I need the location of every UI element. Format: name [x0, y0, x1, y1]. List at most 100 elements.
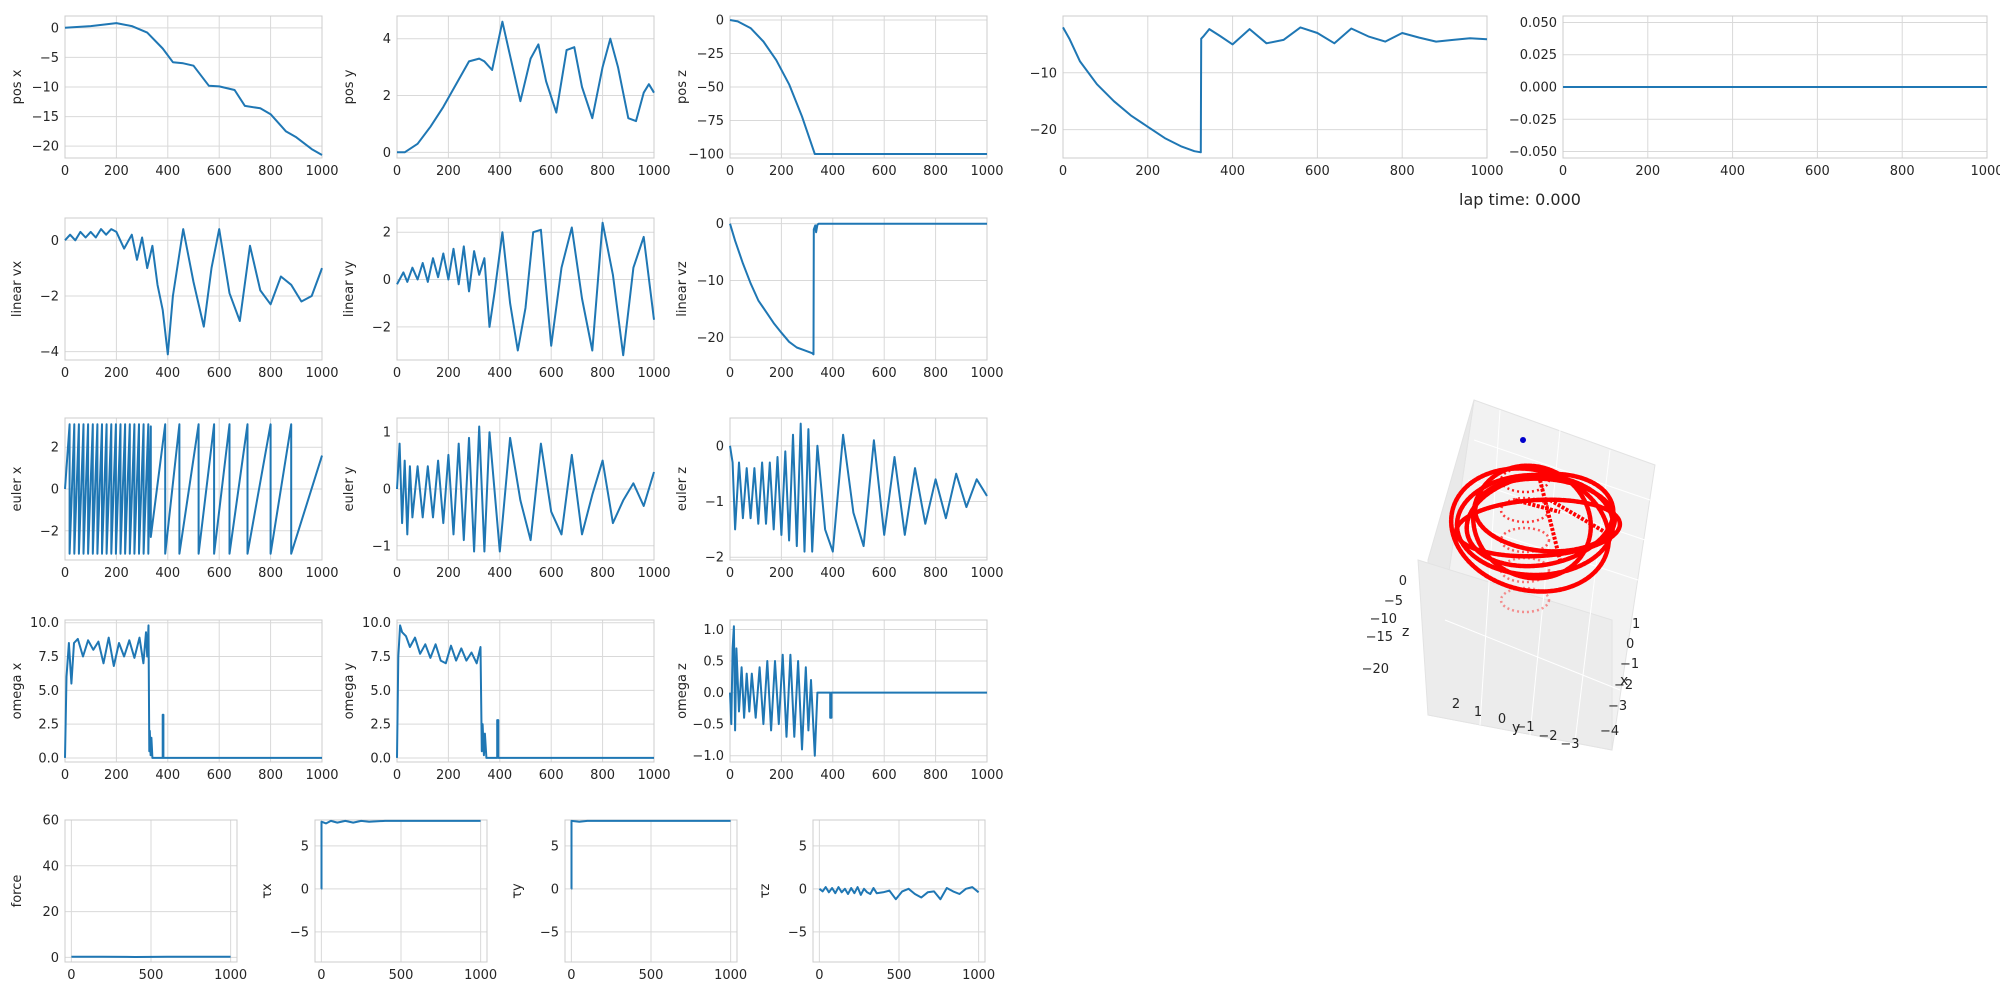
y-tick-label: −2 [40, 289, 59, 304]
x-tick-label: 0 [393, 366, 401, 381]
x-tick-label: 1000 [962, 968, 995, 983]
x-tick-label: 400 [1720, 164, 1745, 179]
series-line [64, 228, 323, 356]
y-axis-label: linear vz [675, 261, 690, 317]
y-tick-label: −3 [1560, 737, 1579, 752]
pane-gridline [1444, 619, 1621, 691]
x-tick-label: 200 [104, 366, 129, 381]
y-tick-label: −100 [688, 147, 724, 162]
y-tick-label: 0 [551, 882, 559, 897]
x-tick-label: 0 [726, 366, 734, 381]
y-tick-label: −0.050 [1509, 145, 1557, 160]
axes-frame [396, 217, 655, 361]
y-tick-label: −20 [697, 331, 724, 346]
x-tick-label: 0 [815, 968, 823, 983]
y-axis-label: τx [260, 883, 275, 899]
y-tick-label: 0.0 [38, 751, 59, 766]
x-tick-label: 1000 [970, 164, 1003, 179]
y-tick-label: 1 [1474, 705, 1482, 720]
x-tick-label: 600 [539, 566, 564, 581]
x-tick-label: 600 [207, 566, 232, 581]
y-tick-label: 0 [1498, 712, 1506, 727]
x-tick-label: 1000 [970, 366, 1003, 381]
pane-gridline [1473, 439, 1651, 501]
y-tick-label: 0.050 [1520, 16, 1557, 31]
y-tick-label: −1 [372, 539, 391, 554]
y-tick-label: 0 [383, 146, 391, 161]
axes-frame [729, 217, 988, 361]
y-axis-label: τz [758, 884, 773, 899]
subplot-tau-x: 0 500 1000 5 0 −5 τx [260, 819, 497, 983]
y-tick-label: 60 [42, 814, 59, 829]
series-line [396, 624, 654, 759]
y-tick-label: 0 [51, 951, 59, 966]
x-tick-label: 200 [436, 566, 461, 581]
x-tick-label: 0 [726, 164, 734, 179]
series-line [396, 425, 655, 553]
subplot-lap: 0 200 400 600 800 1000 0.050 0.025 0.000 −0.025 −0… [1509, 15, 2000, 179]
y-tick-label: 0 [383, 273, 391, 288]
trajectory-dots [1448, 466, 1612, 594]
z-tick-label: −5 [1384, 594, 1403, 609]
x-tick-label: 800 [590, 566, 615, 581]
x-tick-label: 800 [590, 366, 615, 381]
series-line [397, 20, 655, 154]
subplot-euler-z: 0 200 400 600 800 1000 0 −1 −2 euler z [675, 417, 1004, 581]
subplot-linear-vx: 0 200 400 600 800 1000 0 −2 −4 linear vx [10, 217, 339, 381]
x-tick-label: −4 [1600, 724, 1619, 739]
x-tick-label: 400 [820, 768, 845, 783]
y-tick-label: 7.5 [370, 650, 391, 665]
x-tick-label: 400 [820, 164, 845, 179]
x-tick-label: 400 [155, 164, 180, 179]
x-tick-label: 0 [726, 566, 734, 581]
z-tick-label: −15 [1366, 630, 1393, 645]
y-tick-label: −1 [1515, 720, 1534, 735]
x-tick-label: 0 [61, 366, 69, 381]
x-tick-label: −2 [1614, 678, 1633, 693]
x-tick-label: 800 [590, 768, 615, 783]
target-marker [1520, 437, 1526, 443]
x-tick-label: 600 [1305, 164, 1330, 179]
x-tick-label: 200 [769, 366, 794, 381]
y-tick-label: −5 [290, 925, 309, 940]
y-tick-label: 0 [716, 217, 724, 232]
axes-frame [1062, 15, 1488, 159]
axes-frame [729, 417, 988, 561]
y-tick-label: −50 [697, 81, 724, 96]
x-tick-label: 0 [393, 164, 401, 179]
y-tick-label: 5 [799, 839, 807, 854]
trajectory-dots [1499, 526, 1551, 554]
x-tick-label: 1000 [637, 768, 670, 783]
y-tick-label: −5 [540, 925, 559, 940]
y-tick-label: 4 [383, 32, 391, 47]
x-tick-label: 600 [207, 366, 232, 381]
subplot-omega-x: 0 200 400 600 800 1000 0.0 2.5 5.0 7.5 10.0 omega x [10, 616, 339, 783]
x-tick-label: 1000 [305, 566, 338, 581]
y-tick-label: 2 [51, 441, 59, 456]
y-tick-label: 0.000 [1520, 81, 1557, 96]
y-tick-label: 10.0 [30, 616, 59, 631]
y-axis-label: euler x [10, 466, 25, 511]
x-tick-label: 1000 [305, 164, 338, 179]
subplot-force: 0 500 1000 0 20 40 60 force [10, 814, 247, 984]
x-tick-label: 1000 [1970, 164, 2000, 179]
y-tick-label: 0 [799, 882, 807, 897]
z-tick-label: 0 [1399, 574, 1407, 589]
y-tick-label: −20 [1030, 123, 1057, 138]
y-axis-label: omega y [342, 662, 357, 719]
y-axis-label: euler y [342, 466, 357, 511]
x-tick-label: 800 [590, 164, 615, 179]
y-tick-label: 1.0 [703, 623, 724, 638]
x-tick-label: 200 [436, 366, 461, 381]
trajectory-dots [1538, 479, 1562, 561]
x-tick-label: 1000 [970, 768, 1003, 783]
y-axis-label: linear vx [10, 261, 25, 318]
y-axis-label: y [1512, 720, 1520, 736]
subplot-omega-z: 0 200 400 600 800 1000 1.0 0.5 0.0 −0.5 −1.0 omega … [675, 619, 1004, 783]
x-tick-label: 200 [769, 164, 794, 179]
y-tick-label: 2 [383, 89, 391, 104]
x-tick-label: 800 [1390, 164, 1415, 179]
y-tick-label: 1 [383, 426, 391, 441]
y-tick-label: −10 [1030, 66, 1057, 81]
x-tick-label: 1000 [305, 768, 338, 783]
